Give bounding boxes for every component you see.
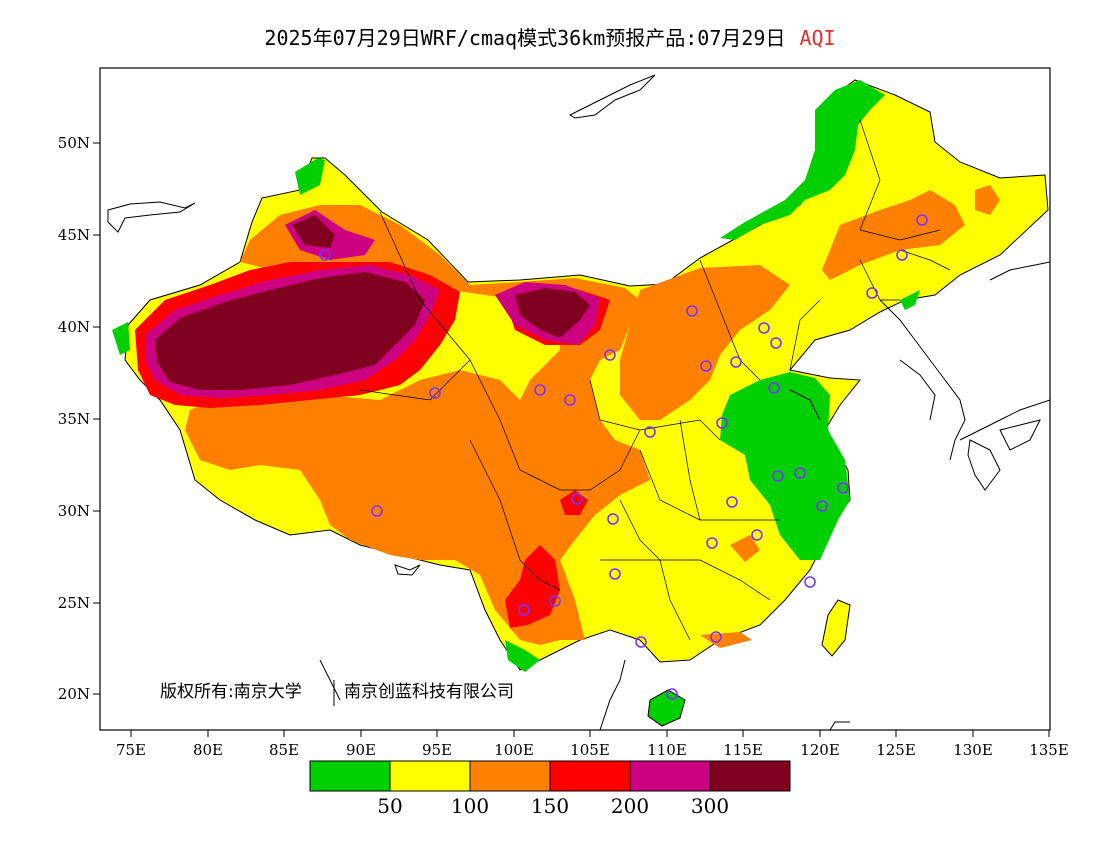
x-tick-label: 125E [876, 741, 916, 759]
foreign-outlines [107, 74, 1050, 730]
copyright-right: 南京创蓝科技有限公司 [344, 682, 514, 702]
legend-label: 150 [531, 794, 569, 818]
city-marker [716, 417, 728, 429]
x-tick-label: 85E [269, 741, 299, 759]
x-tick-label: 100E [494, 741, 534, 759]
green-south-patch [505, 640, 540, 672]
green-east [720, 372, 850, 560]
x-tick-label: 95E [422, 741, 452, 759]
y-tick-label: 40N [58, 318, 90, 336]
city-marker [644, 426, 656, 438]
y-tick-labels: 50N 45N 40N 35N 30N 25N 20N [58, 134, 90, 703]
x-tick-label: 105E [570, 741, 610, 759]
city-marker [666, 688, 678, 700]
x-tick-label: 80E [193, 741, 223, 759]
city-marker [730, 356, 742, 368]
legend-swatch-medium [550, 761, 630, 791]
city-marker [804, 576, 816, 588]
legend: 50 100 150 200 300 [309, 760, 791, 818]
legend-swatch-severe [710, 761, 790, 791]
city-marker [607, 513, 619, 525]
city-marker [564, 394, 576, 406]
orange-northeast [822, 190, 965, 280]
orange-southeast-patch [730, 535, 760, 562]
city-marker [371, 505, 383, 517]
x-tick-label: 120E [800, 741, 840, 759]
legend-swatch-heavy [630, 761, 710, 791]
city-marker [518, 604, 530, 616]
city-marker [319, 249, 331, 261]
green-west-patch [295, 158, 325, 195]
city-marker [635, 636, 647, 648]
y-axis [93, 142, 100, 695]
province-boundaries [359, 119, 951, 641]
legend-swatch-good [310, 761, 390, 791]
legend-label: 50 [377, 794, 402, 818]
title-main: 2025年07月29日WRF/cmaq模式36km预报产品:07月29日 [264, 26, 786, 50]
y-tick-label: 35N [58, 410, 90, 428]
y-tick-label: 30N [58, 502, 90, 520]
city-marker [916, 214, 928, 226]
city-marker [534, 384, 546, 396]
x-tick-labels: 75E 80E 85E 90E 95E 100E 105E 110E 115E … [116, 741, 1069, 759]
severe-tarim [155, 272, 425, 390]
city-marker [549, 595, 561, 607]
map-frame [99, 67, 1051, 731]
y-tick-label: 50N [58, 134, 90, 152]
legend-label: 200 [611, 794, 649, 818]
city-marker [609, 568, 621, 580]
legend-swatch-moderate [390, 761, 470, 791]
city-marker [700, 360, 712, 372]
city-marker [751, 529, 763, 541]
y-tick-label: 45N [58, 226, 90, 244]
green-northeast [720, 80, 885, 240]
orange-north-central [620, 265, 790, 420]
legend-swatch-light [470, 761, 550, 791]
city-marker [604, 349, 616, 361]
x-tick-label: 75E [116, 741, 146, 759]
city-marker [794, 467, 806, 479]
copyright-left: 版权所有:南京大学 [160, 682, 302, 702]
city-marker [768, 382, 780, 394]
legend-label: 100 [451, 794, 489, 818]
x-tick-label: 135E [1029, 741, 1069, 759]
city-marker [686, 305, 698, 317]
y-tick-label: 25N [58, 594, 90, 612]
city-marker [896, 249, 908, 261]
orange-northeast-2 [975, 185, 1000, 215]
x-tick-label: 115E [723, 741, 763, 759]
city-marker [770, 337, 782, 349]
taiwan-island [821, 599, 851, 657]
map-title: 2025年07月29日WRF/cmaq模式36km预报产品:07月29日 AQI [0, 22, 1100, 51]
green-far-west [112, 322, 130, 355]
x-tick-label: 110E [647, 741, 687, 759]
x-tick-label: 130E [953, 741, 993, 759]
city-marker [571, 493, 583, 505]
green-liaoning [900, 290, 920, 310]
map-area [107, 74, 1050, 730]
city-markers [319, 214, 928, 700]
city-marker [710, 631, 722, 643]
city-marker [816, 500, 828, 512]
x-tick-label: 90E [346, 741, 376, 759]
city-marker [758, 322, 770, 334]
orange-west [185, 205, 650, 645]
x-axis [130, 730, 1050, 737]
city-marker [706, 537, 718, 549]
y-tick-label: 20N [58, 685, 90, 703]
city-marker [772, 470, 784, 482]
title-variable: AQI [799, 26, 836, 50]
city-marker [837, 482, 849, 494]
city-marker [726, 496, 738, 508]
legend-label: 300 [691, 794, 729, 818]
city-marker [866, 287, 878, 299]
city-marker [429, 387, 441, 399]
red-yunnan [505, 545, 560, 628]
orange-south-patch [700, 632, 752, 648]
severe-junggar [292, 215, 335, 248]
severe-inner-mongolia [515, 288, 590, 338]
